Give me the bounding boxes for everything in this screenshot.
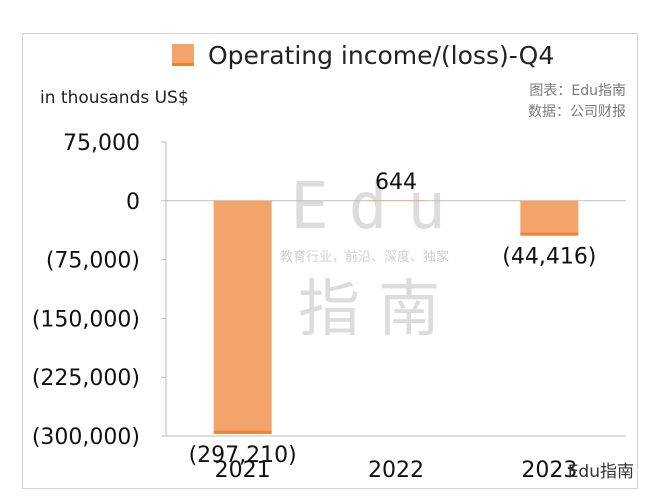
legend-swatch: [172, 44, 194, 66]
bar-2021: [213, 200, 272, 434]
data-label-2022: 644: [375, 170, 417, 195]
y-tick-label: 0: [126, 190, 140, 215]
y-tick-label: (150,000): [32, 307, 140, 332]
watermark-slogan: 教育行业，前沿、深度、独家: [280, 250, 450, 265]
legend-label: Operating income/(loss)-Q4: [208, 40, 555, 70]
watermark: Edu 指南: [290, 170, 466, 345]
chart-credit: 图表：Edu指南: [529, 83, 626, 99]
x-tick-label: 2023: [521, 458, 577, 483]
bar-2023: [520, 200, 579, 236]
data-labels: (297,210) 644 (44,416): [189, 170, 597, 468]
y-tick-label: (75,000): [46, 249, 140, 274]
data-label-2023: (44,416): [502, 245, 596, 270]
x-tick-label: 2022: [368, 458, 424, 483]
chart-frame: [22, 33, 638, 489]
y-tick-label: (225,000): [32, 366, 140, 391]
data-label-2021: (297,210): [189, 443, 297, 468]
bars: [213, 200, 579, 434]
data-source: 数据：公司财报: [528, 104, 626, 120]
x-tick-label: 2021: [215, 458, 271, 483]
y-tick-label: 75,000: [63, 131, 140, 156]
x-tick-labels: 2021 2022 2023: [215, 458, 578, 483]
footer-credit: Edu指南: [567, 462, 634, 482]
y-tick-label: (300,000): [32, 425, 140, 450]
y-tick-labels: 75,000 0 (75,000) (150,000) (225,000) (300,00…: [32, 131, 140, 450]
bar-edge-2023: [520, 232, 579, 236]
bar-2022: [367, 200, 425, 201]
unit-label: in thousands US$: [40, 88, 189, 108]
bar-edge-2021: [213, 430, 272, 434]
watermark-brand-cjk: 指南: [298, 272, 458, 345]
watermark-brand-latin: Edu: [290, 170, 466, 244]
legend: Operating income/(loss)-Q4: [172, 40, 554, 70]
